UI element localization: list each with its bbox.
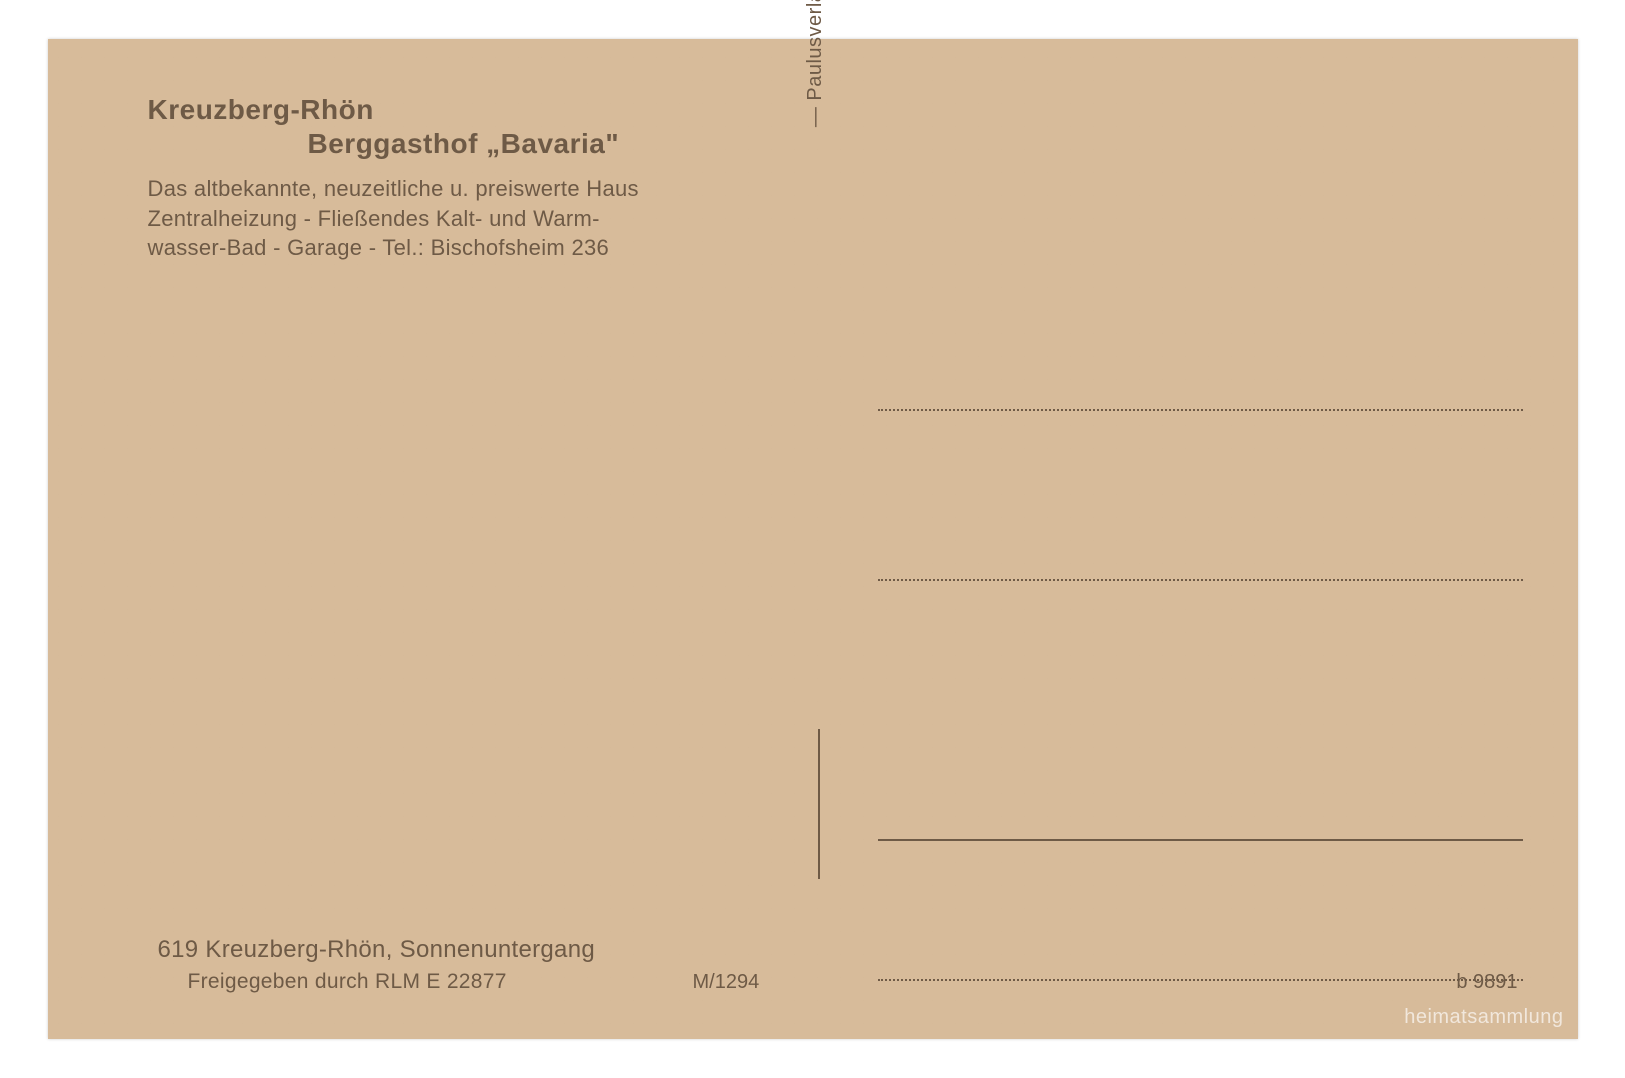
address-line-4 bbox=[878, 979, 1523, 981]
address-line-1 bbox=[878, 409, 1523, 411]
desc-line-3: wasser-Bad - Garage - Tel.: Bischofsheim… bbox=[148, 233, 639, 263]
image-caption: 619 Kreuzberg-Rhön, Sonnenuntergang bbox=[158, 936, 595, 964]
desc-line-2: Zentralheizung - Fließendes Kalt- und Wa… bbox=[148, 204, 639, 234]
print-code-2: b 9891 bbox=[1456, 971, 1517, 994]
print-code-1: M/1294 bbox=[693, 971, 760, 994]
center-divider bbox=[818, 729, 820, 879]
address-line-3 bbox=[878, 839, 1523, 841]
postcard-back: Kreuzberg-Rhön Berggasthof „Bavaria" Das… bbox=[48, 39, 1578, 1039]
header-block: Kreuzberg-Rhön Berggasthof „Bavaria" bbox=[148, 94, 620, 160]
address-line-2 bbox=[878, 579, 1523, 581]
description-block: Das altbekannte, neuzeitliche u. preiswe… bbox=[148, 174, 639, 263]
location-title: Kreuzberg-Rhön bbox=[148, 94, 620, 126]
release-note: Freigegeben durch RLM E 22877 bbox=[188, 970, 507, 994]
watermark-text: heimatsammlung bbox=[1404, 1006, 1563, 1029]
publisher-credit: — Paulusverlag R. & R. Büttner, Fulda — bbox=[804, 0, 827, 199]
desc-line-1: Das altbekannte, neuzeitliche u. preiswe… bbox=[148, 174, 639, 204]
establishment-title: Berggasthof „Bavaria" bbox=[308, 128, 620, 160]
